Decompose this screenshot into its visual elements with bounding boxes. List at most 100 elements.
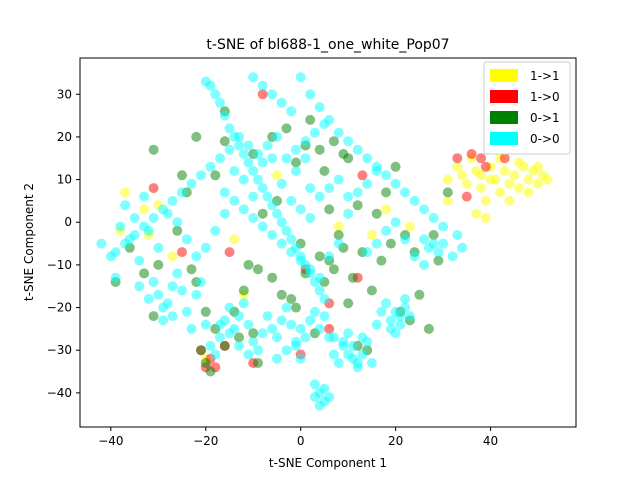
point-3-44 bbox=[309, 306, 320, 317]
point-2-28 bbox=[291, 157, 301, 168]
point-3-89 bbox=[319, 294, 330, 304]
point-3-211 bbox=[362, 178, 373, 189]
point-3-17 bbox=[181, 306, 192, 317]
point-3-49 bbox=[333, 358, 344, 368]
point-3-197 bbox=[162, 208, 173, 219]
point-3-14 bbox=[167, 281, 178, 292]
point-3-118 bbox=[286, 247, 297, 258]
point-2-9 bbox=[191, 131, 202, 142]
point-3-96 bbox=[305, 89, 316, 100]
point-3-18 bbox=[186, 323, 197, 334]
point-2-7 bbox=[177, 170, 187, 181]
point-1-19 bbox=[257, 89, 268, 100]
point-3-150 bbox=[324, 392, 335, 403]
point-3-56 bbox=[366, 358, 377, 368]
point-2-58 bbox=[390, 161, 401, 172]
point-3-76 bbox=[257, 183, 268, 194]
point-3-77 bbox=[262, 191, 273, 202]
point-0-28 bbox=[471, 208, 482, 219]
point-3-32 bbox=[253, 345, 263, 356]
point-3-109 bbox=[428, 213, 439, 223]
point-3-123 bbox=[291, 144, 301, 155]
point-3-58 bbox=[376, 306, 387, 317]
point-3-149 bbox=[319, 383, 330, 394]
point-3-23 bbox=[210, 349, 221, 360]
point-3-11 bbox=[153, 289, 164, 300]
legend-swatch-1 bbox=[490, 90, 518, 103]
legend: 1->1 1->0 0->1 0->0 bbox=[483, 61, 571, 155]
point-1-4 bbox=[499, 153, 510, 164]
point-3-191 bbox=[219, 208, 230, 219]
point-3-73 bbox=[243, 157, 254, 168]
point-3-119 bbox=[295, 255, 306, 266]
point-3-200 bbox=[143, 294, 154, 304]
point-3-135 bbox=[196, 170, 206, 181]
point-2-6 bbox=[172, 225, 183, 236]
point-3-111 bbox=[219, 187, 230, 198]
point-3-65 bbox=[205, 80, 216, 91]
point-3-2 bbox=[110, 272, 121, 283]
point-2-71 bbox=[219, 340, 230, 351]
point-3-128 bbox=[262, 140, 273, 151]
point-3-198 bbox=[153, 242, 164, 253]
point-2-72 bbox=[234, 332, 244, 343]
point-3-189 bbox=[300, 153, 311, 164]
point-3-143 bbox=[120, 238, 131, 249]
point-3-145 bbox=[309, 379, 320, 390]
point-3-148 bbox=[309, 392, 320, 403]
x-tick-label-4: 40 bbox=[483, 434, 498, 448]
point-2-17 bbox=[238, 285, 249, 296]
point-3-151 bbox=[314, 400, 325, 411]
point-3-113 bbox=[238, 204, 249, 215]
point-3-172 bbox=[447, 251, 458, 262]
point-2-41 bbox=[328, 136, 339, 147]
point-3-28 bbox=[234, 311, 244, 322]
point-3-218 bbox=[224, 328, 235, 339]
point-3-202 bbox=[167, 311, 178, 322]
point-1-0 bbox=[452, 153, 463, 164]
point-3-99 bbox=[333, 127, 344, 138]
point-1-21 bbox=[177, 247, 187, 258]
point-3-156 bbox=[343, 349, 354, 360]
point-0-12 bbox=[523, 174, 534, 185]
point-2-18 bbox=[243, 259, 254, 270]
point-2-48 bbox=[347, 272, 358, 283]
point-0-29 bbox=[480, 213, 491, 223]
point-3-100 bbox=[343, 136, 354, 147]
point-3-7 bbox=[134, 255, 145, 266]
point-2-26 bbox=[281, 123, 292, 134]
point-2-20 bbox=[253, 264, 263, 275]
y-tick-label-0: −40 bbox=[47, 386, 72, 400]
point-3-108 bbox=[419, 204, 430, 215]
point-3-179 bbox=[324, 183, 335, 194]
point-2-53 bbox=[366, 285, 377, 296]
point-3-33 bbox=[257, 328, 268, 339]
point-3-34 bbox=[262, 311, 273, 322]
point-2-4 bbox=[153, 259, 164, 270]
point-3-207 bbox=[400, 234, 411, 245]
point-3-194 bbox=[191, 251, 202, 262]
point-3-107 bbox=[409, 195, 420, 206]
point-3-124 bbox=[300, 136, 311, 147]
point-3-195 bbox=[181, 234, 192, 245]
point-3-67 bbox=[215, 97, 225, 108]
point-0-42 bbox=[366, 230, 377, 240]
point-1-18 bbox=[324, 323, 335, 334]
legend-label-1: 1->0 bbox=[530, 90, 560, 104]
point-3-115 bbox=[257, 221, 268, 232]
point-3-155 bbox=[357, 332, 368, 343]
point-3-110 bbox=[438, 221, 449, 232]
point-3-163 bbox=[281, 345, 292, 356]
point-3-91 bbox=[257, 80, 268, 91]
point-3-92 bbox=[267, 89, 278, 100]
point-2-63 bbox=[414, 289, 425, 300]
point-3-30 bbox=[243, 319, 254, 330]
point-3-39 bbox=[286, 319, 297, 330]
y-axis-label: t-SNE Component 2 bbox=[22, 183, 36, 301]
point-3-12 bbox=[158, 315, 169, 326]
point-0-30 bbox=[442, 195, 453, 206]
point-3-69 bbox=[224, 123, 235, 134]
point-3-106 bbox=[400, 187, 411, 198]
point-3-3 bbox=[115, 221, 126, 232]
